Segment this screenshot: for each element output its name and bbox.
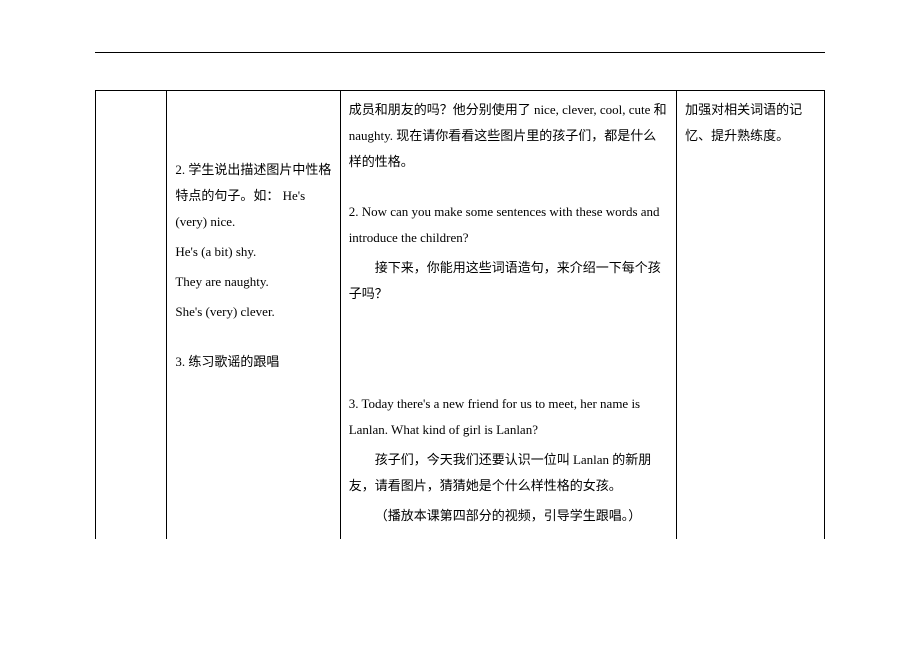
- teacher-text-2b: 接下来，你能用这些词语造句，来介绍一下每个孩子吗？: [349, 255, 668, 307]
- teacher-text-2: 2. Now can you make some sentences with …: [349, 199, 668, 251]
- document-page: 2. 学生说出描述图片中性格特点的句子。如： He's (very) nice.…: [0, 0, 920, 651]
- sentence-example: They are naughty.: [175, 269, 331, 295]
- header-rule: [95, 52, 825, 53]
- teacher-text-3: 3. Today there's a new friend for us to …: [349, 391, 668, 443]
- sentence-example: He's (a bit) shy.: [175, 239, 331, 265]
- teacher-text-1: 成员和朋友的吗？他分别使用了 nice, clever, cool, cute …: [349, 97, 668, 175]
- lesson-plan-table: 2. 学生说出描述图片中性格特点的句子。如： He's (very) nice.…: [95, 90, 825, 539]
- teacher-text-3c: （播放本课第四部分的视频，引导学生跟唱。）: [349, 503, 668, 529]
- cell-purpose: 加强对相关词语的记忆、提升熟练度。: [677, 91, 825, 540]
- teacher-text-3b: 孩子们，今天我们还要认识一位叫 Lanlan 的新朋友，请看图片，猜猜她是个什么…: [349, 447, 668, 499]
- sentence-example: She's (very) clever.: [175, 299, 331, 325]
- activity-3: 3. 练习歌谣的跟唱: [175, 349, 331, 375]
- cell-student-activity: 2. 学生说出描述图片中性格特点的句子。如： He's (very) nice.…: [167, 91, 340, 540]
- purpose-text: 加强对相关词语的记忆、提升熟练度。: [685, 97, 816, 149]
- cell-teacher-activity: 成员和朋友的吗？他分别使用了 nice, clever, cool, cute …: [340, 91, 676, 540]
- cell-stage: [96, 91, 167, 540]
- table-row: 2. 学生说出描述图片中性格特点的句子。如： He's (very) nice.…: [96, 91, 825, 540]
- activity-2: 2. 学生说出描述图片中性格特点的句子。如： He's (very) nice.: [175, 157, 331, 235]
